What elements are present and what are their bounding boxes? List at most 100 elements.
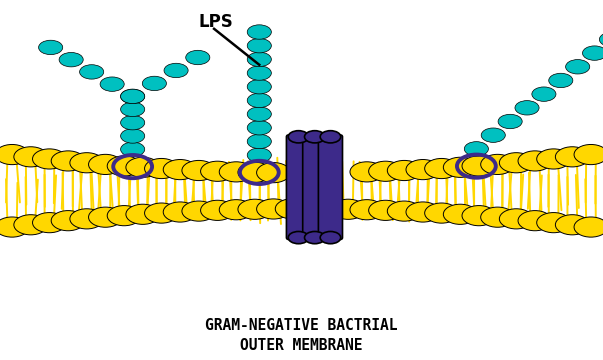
Circle shape xyxy=(288,131,309,143)
Circle shape xyxy=(247,134,271,149)
Circle shape xyxy=(574,217,603,237)
Circle shape xyxy=(182,161,216,181)
Circle shape xyxy=(320,131,341,143)
Circle shape xyxy=(443,157,477,177)
Circle shape xyxy=(182,201,216,221)
Circle shape xyxy=(288,231,309,244)
Circle shape xyxy=(51,211,85,231)
Circle shape xyxy=(145,203,178,223)
Circle shape xyxy=(0,144,29,165)
Circle shape xyxy=(312,199,346,219)
Text: GRAM-NEGATIVE BACTRIAL: GRAM-NEGATIVE BACTRIAL xyxy=(205,318,398,333)
Circle shape xyxy=(599,32,603,46)
Circle shape xyxy=(425,203,458,223)
Circle shape xyxy=(425,158,458,179)
Circle shape xyxy=(107,156,141,176)
FancyBboxPatch shape xyxy=(318,135,343,240)
Circle shape xyxy=(163,159,197,180)
Circle shape xyxy=(247,80,271,94)
Circle shape xyxy=(107,206,141,226)
Circle shape xyxy=(549,73,573,87)
Circle shape xyxy=(462,206,496,226)
Circle shape xyxy=(481,128,505,142)
Circle shape xyxy=(387,161,421,181)
Circle shape xyxy=(201,161,235,181)
Circle shape xyxy=(238,162,272,183)
Circle shape xyxy=(532,87,556,101)
Circle shape xyxy=(320,231,341,244)
Circle shape xyxy=(247,121,271,135)
Circle shape xyxy=(247,107,271,121)
Circle shape xyxy=(126,204,160,224)
Circle shape xyxy=(276,199,309,219)
Circle shape xyxy=(515,100,539,115)
Circle shape xyxy=(368,161,402,181)
Circle shape xyxy=(100,77,124,91)
Circle shape xyxy=(481,207,514,227)
Circle shape xyxy=(51,151,85,171)
Circle shape xyxy=(247,93,271,108)
Circle shape xyxy=(537,212,570,233)
Circle shape xyxy=(39,40,63,55)
Circle shape xyxy=(518,151,552,171)
Circle shape xyxy=(368,200,402,220)
Circle shape xyxy=(499,209,533,229)
Circle shape xyxy=(121,102,145,117)
Circle shape xyxy=(294,199,327,219)
Circle shape xyxy=(406,159,440,180)
Circle shape xyxy=(462,156,496,176)
Circle shape xyxy=(89,207,122,227)
Circle shape xyxy=(555,215,589,235)
Circle shape xyxy=(121,142,145,157)
Circle shape xyxy=(59,53,83,67)
Circle shape xyxy=(14,147,48,167)
Circle shape xyxy=(518,211,552,231)
Circle shape xyxy=(33,149,66,169)
Circle shape xyxy=(247,39,271,53)
Circle shape xyxy=(387,201,421,221)
Circle shape xyxy=(582,46,603,60)
Text: OUTER MEMBRANE: OUTER MEMBRANE xyxy=(240,338,363,353)
Circle shape xyxy=(498,114,522,129)
Circle shape xyxy=(70,153,104,173)
Circle shape xyxy=(163,202,197,222)
Circle shape xyxy=(247,148,271,162)
Circle shape xyxy=(121,89,145,104)
Circle shape xyxy=(305,231,325,244)
Circle shape xyxy=(219,162,253,182)
Circle shape xyxy=(121,89,145,104)
FancyBboxPatch shape xyxy=(303,135,327,240)
Circle shape xyxy=(350,200,384,220)
Circle shape xyxy=(14,215,48,235)
Circle shape xyxy=(331,199,365,219)
Circle shape xyxy=(257,199,291,219)
Circle shape xyxy=(443,204,477,224)
Circle shape xyxy=(566,59,590,74)
Circle shape xyxy=(574,144,603,165)
Circle shape xyxy=(247,25,271,39)
Text: LPS: LPS xyxy=(199,13,234,31)
Circle shape xyxy=(121,129,145,143)
Circle shape xyxy=(126,157,160,177)
Circle shape xyxy=(145,158,178,179)
Circle shape xyxy=(499,153,533,173)
Circle shape xyxy=(121,116,145,130)
Circle shape xyxy=(247,52,271,67)
Circle shape xyxy=(164,63,188,78)
Circle shape xyxy=(238,199,272,219)
Circle shape xyxy=(219,200,253,220)
Circle shape xyxy=(70,209,104,229)
Circle shape xyxy=(555,147,589,167)
Circle shape xyxy=(142,76,166,91)
Circle shape xyxy=(201,200,235,220)
Circle shape xyxy=(481,154,514,175)
Circle shape xyxy=(186,50,210,65)
Circle shape xyxy=(33,212,66,233)
Circle shape xyxy=(350,162,384,182)
Circle shape xyxy=(537,149,570,169)
Circle shape xyxy=(464,141,488,156)
Circle shape xyxy=(0,217,29,237)
Circle shape xyxy=(257,163,291,183)
Circle shape xyxy=(305,131,325,143)
FancyBboxPatch shape xyxy=(286,135,311,240)
